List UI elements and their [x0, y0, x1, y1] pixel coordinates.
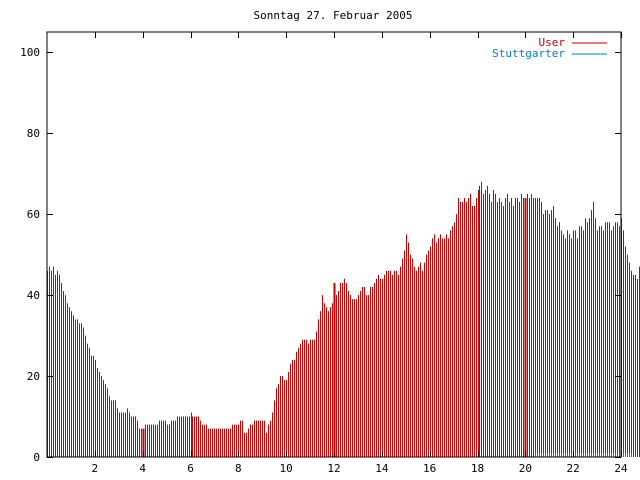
- x-tick-label: 12: [327, 462, 340, 475]
- x-tick-label: 10: [280, 462, 293, 475]
- x-tick-label: 16: [423, 462, 436, 475]
- y-tick-label: 20: [27, 370, 40, 383]
- x-tick-label: 8: [235, 462, 242, 475]
- bars: [47, 181, 640, 457]
- legend-label-user: User: [539, 36, 566, 49]
- x-tick-labels: 2 4 6 8 10 12 14 16 18 20 22 24: [92, 462, 628, 475]
- x-tick-label: 14: [375, 462, 389, 475]
- y-tick-label: 100: [20, 46, 40, 59]
- x-tick-label: 6: [187, 462, 194, 475]
- x-tick-label: 2: [92, 462, 99, 475]
- x-tick-label: 22: [567, 462, 580, 475]
- chart-title: Sonntag 27. Februar 2005: [254, 9, 413, 22]
- y-tick-label: 80: [27, 127, 40, 140]
- y-tick-label: 0: [33, 451, 40, 464]
- y-tick-label: 40: [27, 289, 40, 302]
- x-tick-label: 20: [519, 462, 532, 475]
- legend-label-stuttgarter: Stuttgarter: [492, 47, 565, 60]
- axis-ticks: [47, 32, 622, 458]
- legend: User Stuttgarter: [492, 36, 607, 60]
- x-tick-label: 24: [614, 462, 628, 475]
- plot-frame: [46, 31, 622, 458]
- y-tick-labels: 0 20 40 60 80 100: [20, 46, 40, 464]
- x-tick-label: 4: [139, 462, 146, 475]
- x-tick-label: 18: [471, 462, 484, 475]
- y-tick-label: 60: [27, 208, 40, 221]
